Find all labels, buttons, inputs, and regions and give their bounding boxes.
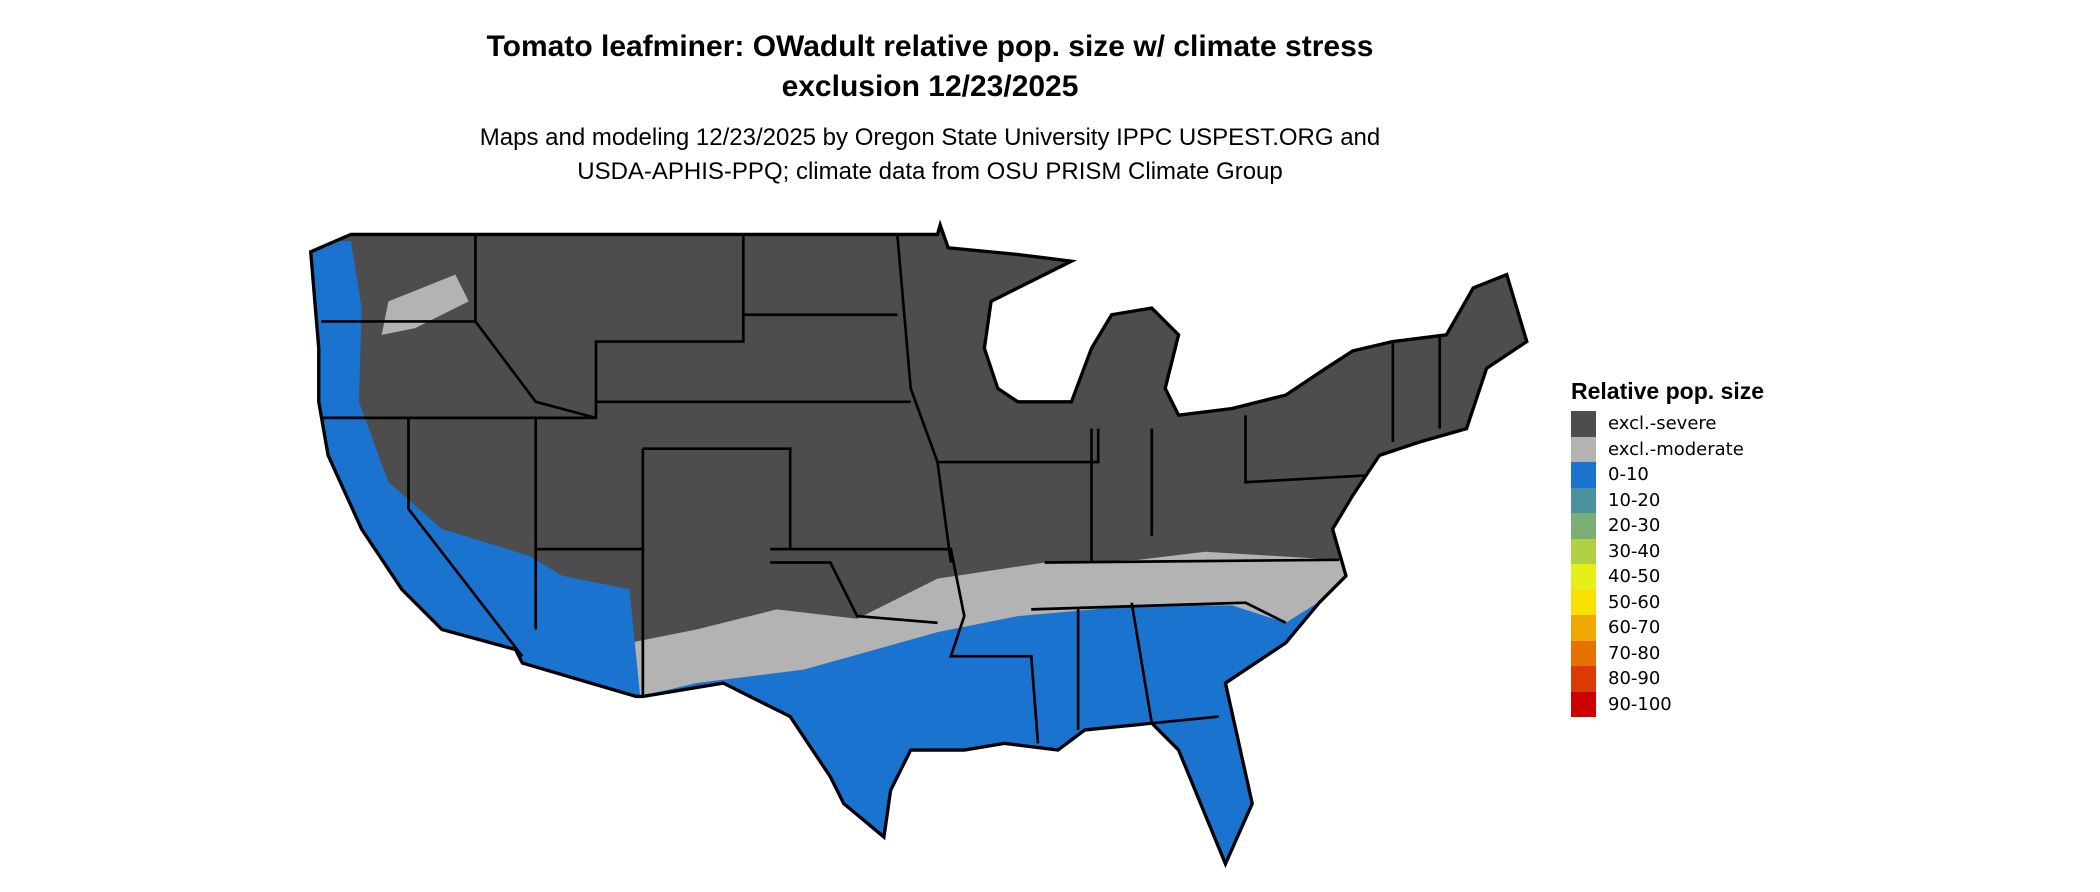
legend-swatch bbox=[1571, 538, 1596, 564]
legend-label: excl.-moderate bbox=[1608, 438, 1744, 460]
legend-label: excl.-severe bbox=[1608, 413, 1717, 435]
legend-swatch bbox=[1571, 640, 1596, 666]
legend-item: excl.-moderate bbox=[1571, 436, 1764, 462]
legend-label: 10-20 bbox=[1608, 489, 1661, 511]
legend-label: 20-30 bbox=[1608, 515, 1661, 537]
legend-swatch bbox=[1571, 462, 1596, 488]
moderate-exclusion-patch bbox=[381, 274, 469, 335]
legend-label: 30-40 bbox=[1608, 540, 1661, 562]
legend-swatch bbox=[1571, 564, 1596, 590]
legend-item: 20-30 bbox=[1571, 513, 1764, 539]
map-title-line1: Tomato leafminer: OWadult relative pop. … bbox=[486, 30, 1374, 63]
map-subtitle-line1: Maps and modeling 12/23/2025 by Oregon S… bbox=[479, 124, 1381, 151]
legend-label: 40-50 bbox=[1608, 566, 1661, 588]
legend-item: 40-50 bbox=[1571, 564, 1764, 590]
legend: Relative pop. size excl.-severe excl.-mod… bbox=[1571, 378, 1764, 717]
legend-label: 60-70 bbox=[1608, 617, 1661, 639]
legend-swatch bbox=[1571, 589, 1596, 615]
legend-label: 70-80 bbox=[1608, 642, 1661, 664]
legend-swatch bbox=[1571, 513, 1596, 539]
legend-swatch bbox=[1571, 411, 1596, 437]
legend-item: 80-90 bbox=[1571, 666, 1764, 692]
legend-item: 30-40 bbox=[1571, 538, 1764, 564]
legend-swatch bbox=[1571, 691, 1596, 717]
map-title-line2: exclusion 12/23/2025 bbox=[781, 70, 1079, 103]
legend-swatch bbox=[1571, 436, 1596, 462]
legend-item: 60-70 bbox=[1571, 615, 1764, 641]
legend-item: 70-80 bbox=[1571, 640, 1764, 666]
legend-swatch bbox=[1571, 615, 1596, 641]
legend-label: 0-10 bbox=[1608, 464, 1649, 486]
legend-item: 10-20 bbox=[1571, 487, 1764, 513]
state-borders bbox=[314, 234, 1442, 744]
legend-title: Relative pop. size bbox=[1571, 378, 1765, 404]
legend-swatch bbox=[1571, 487, 1596, 513]
legend-item: 50-60 bbox=[1571, 589, 1764, 615]
legend-label: 50-60 bbox=[1608, 591, 1661, 613]
legend-item: 90-100 bbox=[1571, 691, 1764, 717]
legend-item: excl.-severe bbox=[1571, 411, 1764, 437]
legend-swatch bbox=[1571, 666, 1596, 692]
legend-label: 90-100 bbox=[1608, 693, 1672, 715]
legend-item: 0-10 bbox=[1571, 462, 1764, 488]
severe-exclusion-area bbox=[310, 225, 1527, 864]
legend-label: 80-90 bbox=[1608, 668, 1661, 690]
map-subtitle-line2: USDA-APHIS-PPQ; climate data from OSU PR… bbox=[577, 158, 1283, 185]
